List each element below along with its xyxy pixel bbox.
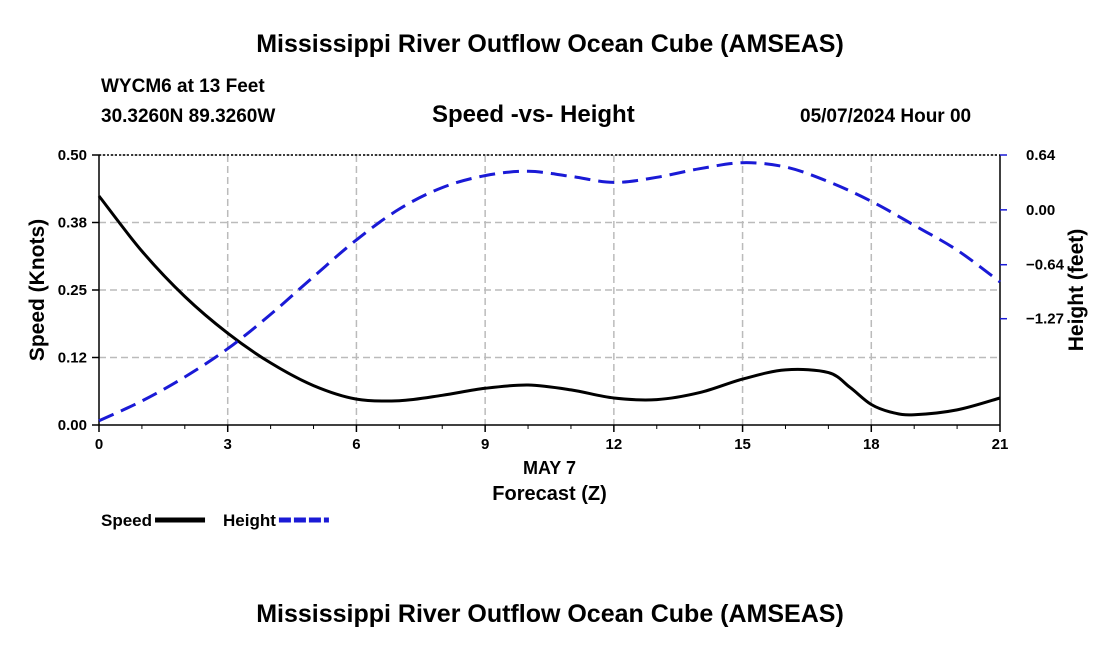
x-tick-label: 3: [224, 436, 232, 453]
x-axis-date-label: MAY 7: [523, 458, 576, 478]
forecast-datetime: 05/07/2024 Hour 00: [800, 106, 972, 127]
legend-label-height: Height: [223, 511, 276, 530]
y-left-tick-label: 0.25: [58, 282, 87, 299]
series-line-speed: [97, 195, 1001, 417]
legend-label-speed: Speed: [101, 511, 152, 530]
x-tick-label: 12: [606, 436, 623, 453]
y-right-tick-label: −0.64: [1026, 257, 1065, 274]
x-tick-label: 9: [481, 436, 489, 453]
y-right-tick-label: 0.00: [1026, 202, 1055, 219]
label-layer: 0 3 6 9 12 15 18 21 0.00 0.12 0.25 0.38 0.50 −1.27 −0.…: [26, 147, 1088, 505]
x-tick-label: 15: [734, 436, 751, 453]
y-left-tick-label: 0.50: [58, 147, 87, 164]
x-tick-label: 18: [863, 436, 880, 453]
y-right-tick-label: −1.27: [1026, 311, 1064, 328]
y-right-axis-title: Height (feet): [1065, 229, 1088, 352]
series-line-height: [98, 161, 1001, 423]
y-left-tick-label: 0.38: [58, 215, 87, 232]
y-left-tick-label: 0.12: [58, 350, 87, 367]
x-tick-label: 21: [992, 436, 1009, 453]
x-axis-title: Forecast (Z): [492, 483, 606, 505]
series-layer: [97, 161, 1001, 423]
y-right-tick-label: 0.64: [1026, 147, 1056, 164]
coordinates-label: 30.3260N 89.3260W: [101, 106, 276, 127]
x-tick-label: 6: [352, 436, 360, 453]
grid-layer: [99, 154, 1000, 425]
legend-layer: Speed Height: [101, 511, 329, 530]
station-label: WYCM6 at 13 Feet: [101, 76, 265, 97]
footer-title: Mississippi River Outflow Ocean Cube (AM…: [256, 600, 844, 628]
y-left-axis-title: Speed (Knots): [26, 219, 49, 361]
y-left-tick-label: 0.00: [58, 417, 87, 434]
chart-subtitle: Speed -vs- Height: [432, 101, 635, 128]
x-tick-label: 0: [95, 436, 103, 453]
axis-layer: [92, 154, 1007, 432]
chart-main-title: Mississippi River Outflow Ocean Cube (AM…: [256, 30, 844, 58]
